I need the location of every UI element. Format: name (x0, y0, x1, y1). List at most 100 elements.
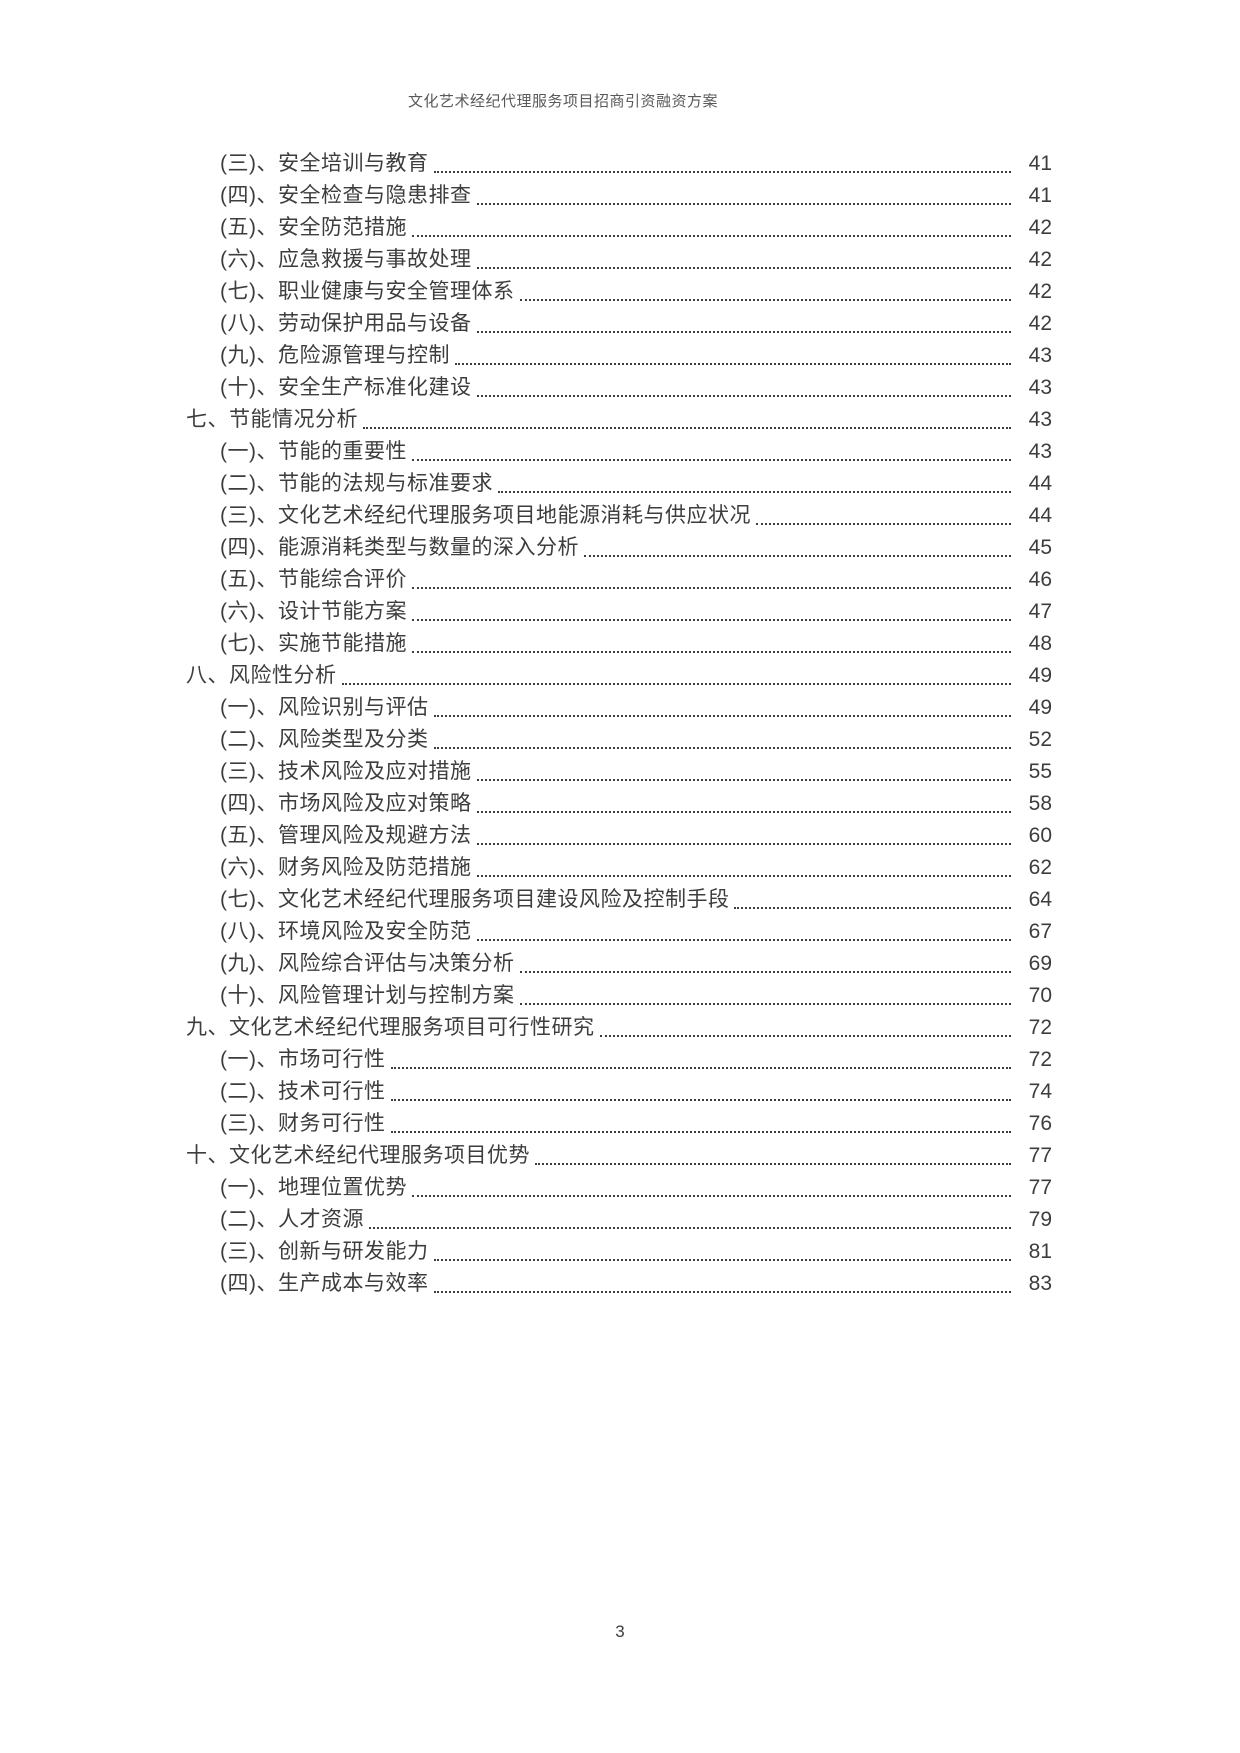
dot-leader (412, 1195, 1011, 1197)
toc-entry-label: (一)、市场可行性 (220, 1048, 386, 1071)
toc-entry-label: (十)、风险管理计划与控制方案 (220, 984, 515, 1007)
toc-entry[interactable]: (四)、安全检查与隐患排查 41 (0, 180, 1052, 212)
toc-entry[interactable]: (四)、市场风险及应对策略 58 (0, 788, 1052, 820)
toc-entry[interactable]: (一)、市场可行性 72 (0, 1044, 1052, 1076)
toc-entry[interactable]: (五)、节能综合评价 46 (0, 564, 1052, 596)
toc-entry[interactable]: 七、节能情况分析 43 (0, 404, 1052, 436)
dot-leader (369, 1227, 1011, 1229)
dot-leader (433, 1291, 1011, 1293)
dot-leader (755, 523, 1011, 525)
dot-leader (476, 203, 1011, 205)
toc-entry[interactable]: (一)、节能的重要性 43 (0, 436, 1052, 468)
toc-entry-page: 43 (1028, 408, 1052, 431)
toc-entry[interactable]: (六)、财务风险及防范措施 62 (0, 852, 1052, 884)
toc-entry[interactable]: (二)、风险类型及分类 52 (0, 724, 1052, 756)
toc-entry-page: 77 (1028, 1176, 1052, 1199)
toc-entry[interactable]: (九)、危险源管理与控制 43 (0, 340, 1052, 372)
toc-entry[interactable]: (六)、设计节能方案 47 (0, 596, 1052, 628)
toc-entry-page: 44 (1028, 472, 1052, 495)
toc-entry-page: 41 (1028, 152, 1052, 175)
toc-entry[interactable]: (二)、技术可行性 74 (0, 1076, 1052, 1108)
toc-entry-label: 九、文化艺术经纪代理服务项目可行性研究 (186, 1016, 595, 1039)
dot-leader (433, 715, 1011, 717)
toc-entry-page: 48 (1028, 632, 1052, 655)
toc-entry-page: 43 (1028, 344, 1052, 367)
toc-entry-page: 62 (1028, 856, 1052, 879)
toc-entry-label: (三)、文化艺术经纪代理服务项目地能源消耗与供应状况 (220, 504, 751, 527)
toc-entry[interactable]: (七)、职业健康与安全管理体系 42 (0, 276, 1052, 308)
dot-leader (433, 747, 1011, 749)
toc-entry-label: (一)、节能的重要性 (220, 440, 407, 463)
dot-leader (498, 491, 1011, 493)
toc-entry-label: 十、文化艺术经纪代理服务项目优势 (186, 1144, 530, 1167)
dot-leader (412, 235, 1011, 237)
dot-leader (433, 1259, 1011, 1261)
toc-entry[interactable]: (三)、创新与研发能力 81 (0, 1236, 1052, 1268)
toc-entry[interactable]: (十)、风险管理计划与控制方案 70 (0, 980, 1052, 1012)
dot-leader (519, 971, 1011, 973)
toc-entry-page: 76 (1028, 1112, 1052, 1135)
dot-leader (455, 363, 1011, 365)
toc-entry-page: 64 (1028, 888, 1052, 911)
toc-entry-page: 41 (1028, 184, 1052, 207)
toc-entry-label: (二)、节能的法规与标准要求 (220, 472, 493, 495)
toc-entry[interactable]: (三)、文化艺术经纪代理服务项目地能源消耗与供应状况 44 (0, 500, 1052, 532)
toc-entry[interactable]: (九)、风险综合评估与决策分析 69 (0, 948, 1052, 980)
toc-entry-page: 49 (1028, 696, 1052, 719)
toc-entry[interactable]: (三)、财务可行性 76 (0, 1108, 1052, 1140)
dot-leader (390, 1099, 1011, 1101)
toc-entry-page: 72 (1028, 1048, 1052, 1071)
toc-entry-page: 81 (1028, 1240, 1052, 1263)
toc-entry[interactable]: 八、风险性分析 49 (0, 660, 1052, 692)
dot-leader (584, 555, 1011, 557)
toc-entry[interactable]: (一)、风险识别与评估 49 (0, 692, 1052, 724)
toc-entry[interactable]: (一)、地理位置优势 77 (0, 1172, 1052, 1204)
dot-leader (599, 1035, 1011, 1037)
toc-entry[interactable]: (三)、安全培训与教育 41 (0, 148, 1052, 180)
toc-entry-page: 45 (1028, 536, 1052, 559)
toc-entry[interactable]: (七)、文化艺术经纪代理服务项目建设风险及控制手段 64 (0, 884, 1052, 916)
toc-entry[interactable]: (十)、安全生产标准化建设 43 (0, 372, 1052, 404)
toc-entry[interactable]: (四)、生产成本与效率 83 (0, 1268, 1052, 1300)
toc-entry-label: (三)、安全培训与教育 (220, 152, 429, 175)
dot-leader (412, 619, 1011, 621)
toc-entry-page: 79 (1028, 1208, 1052, 1231)
toc-entry-page: 47 (1028, 600, 1052, 623)
toc-entry-label: (二)、技术可行性 (220, 1080, 386, 1103)
dot-leader (390, 1067, 1011, 1069)
toc-entry-label: (五)、管理风险及规避方法 (220, 824, 472, 847)
toc-entry[interactable]: (二)、人才资源 79 (0, 1204, 1052, 1236)
toc-entry[interactable]: (六)、应急救援与事故处理 42 (0, 244, 1052, 276)
toc-entry-page: 77 (1028, 1144, 1052, 1167)
dot-leader (476, 267, 1011, 269)
toc-entry[interactable]: (五)、管理风险及规避方法 60 (0, 820, 1052, 852)
dot-leader (412, 459, 1011, 461)
toc-entry[interactable]: (五)、安全防范措施 42 (0, 212, 1052, 244)
toc-entry-label: (九)、危险源管理与控制 (220, 344, 450, 367)
toc-entry-page: 49 (1028, 664, 1052, 687)
toc-entry-label: (七)、职业健康与安全管理体系 (220, 280, 515, 303)
toc-entry-label: (八)、劳动保护用品与设备 (220, 312, 472, 335)
toc-entry[interactable]: (三)、技术风险及应对措施 55 (0, 756, 1052, 788)
toc-entry-label: 八、风险性分析 (186, 664, 337, 687)
toc-entry-label: (一)、风险识别与评估 (220, 696, 429, 719)
toc-entry[interactable]: 九、文化艺术经纪代理服务项目可行性研究 72 (0, 1012, 1052, 1044)
toc-entry[interactable]: (二)、节能的法规与标准要求 44 (0, 468, 1052, 500)
toc-entry[interactable]: (四)、能源消耗类型与数量的深入分析 45 (0, 532, 1052, 564)
toc-entry[interactable]: (八)、环境风险及安全防范 67 (0, 916, 1052, 948)
toc-entry[interactable]: (七)、实施节能措施 48 (0, 628, 1052, 660)
toc-entry-label: (七)、实施节能措施 (220, 632, 407, 655)
page-number-footer: 3 (615, 1622, 625, 1641)
document-header-title: 文化艺术经纪代理服务项目招商引资融资方案 (407, 93, 718, 110)
toc-entry-label: 七、节能情况分析 (186, 408, 358, 431)
toc-entry[interactable]: (八)、劳动保护用品与设备 42 (0, 308, 1052, 340)
dot-leader (519, 1003, 1011, 1005)
toc-entry-label: (三)、财务可行性 (220, 1112, 386, 1135)
toc-entry-label: (三)、创新与研发能力 (220, 1240, 429, 1263)
toc-entry-label: (四)、安全检查与隐患排查 (220, 184, 472, 207)
toc-entry-page: 42 (1028, 216, 1052, 239)
toc-entry[interactable]: 十、文化艺术经纪代理服务项目优势 77 (0, 1140, 1052, 1172)
dot-leader (363, 427, 1011, 429)
dot-leader (734, 907, 1011, 909)
